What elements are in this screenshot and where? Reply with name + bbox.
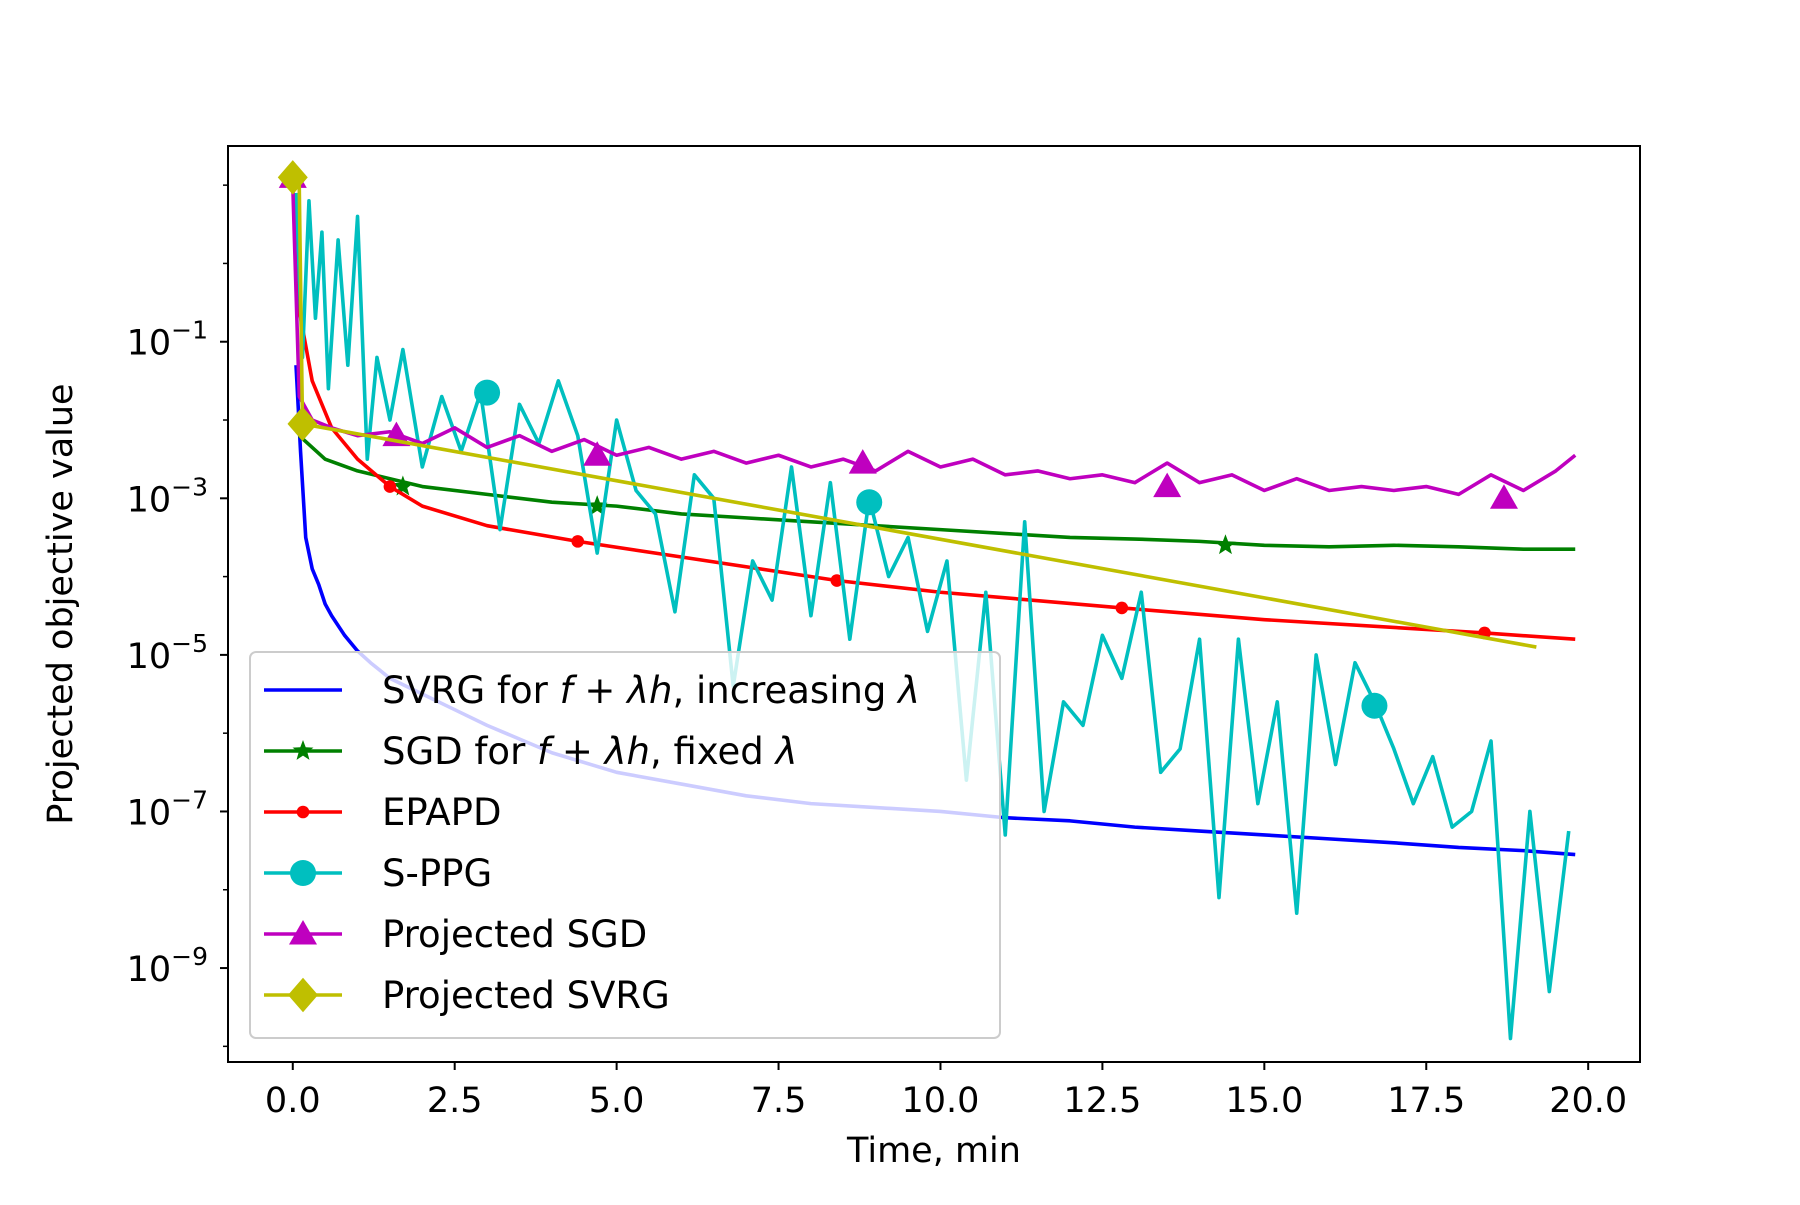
series-2 [294, 216, 1576, 642]
legend-marker-2 [296, 805, 310, 819]
series-3 [294, 192, 1571, 1041]
legend: SVRG for f + λh, increasing λ SGD for f +… [249, 651, 1001, 1039]
y-tick-label-1: 10−7 [127, 785, 208, 833]
legend-entry-1: SGD for f + λh, fixed λ [264, 730, 797, 773]
x-tick-label-1: 2.5 [427, 1081, 483, 1121]
legend-entry-5: Projected SVRG [264, 974, 670, 1017]
series-3-marker-2 [1361, 692, 1388, 719]
y-tick-label-2: 10−5 [127, 629, 208, 677]
legend-marker-1 [292, 740, 314, 760]
x-tick-label-0: 0.0 [265, 1081, 321, 1121]
legend-label-0: SVRG for f + λh, increasing λ [382, 669, 920, 712]
x-tick-label-8: 20.0 [1549, 1081, 1627, 1121]
series-line-2 [294, 216, 1576, 642]
legend-label-2: EPAPD [382, 791, 501, 834]
x-tick-label-6: 15.0 [1225, 1081, 1303, 1121]
series-5-marker-1 [287, 406, 318, 442]
series-5 [277, 160, 1537, 649]
legend-entry-3: S-PPG [264, 852, 492, 895]
axes-layer: 0.0 2.5 5.0 7.5 10.0 12.5 15.0 17.5 20.0 10−9 10−7… [127, 145, 1641, 1121]
series-1-marker-2 [1215, 534, 1236, 555]
legend-marker-4 [289, 920, 317, 945]
series-5-marker-0 [277, 160, 308, 195]
series-2-marker-0 [383, 480, 397, 493]
legend-entry-4: Projected SGD [264, 913, 647, 956]
series-3-marker-1 [856, 489, 883, 516]
y-tick-label-3: 10−3 [127, 472, 208, 520]
legend-label-4: Projected SGD [382, 913, 647, 956]
legend-label-3: S-PPG [382, 852, 492, 895]
series-layer [277, 160, 1577, 1041]
legend-entry-0: SVRG for f + λh, increasing λ [264, 669, 920, 712]
x-tick-label-5: 12.5 [1063, 1081, 1141, 1121]
y-tick-label-0: 10−9 [127, 942, 208, 990]
series-1-marker-1 [586, 495, 608, 516]
legend-entry-2: EPAPD [264, 791, 501, 834]
x-axis-label: Time, min [846, 1131, 1021, 1171]
legend-label-5: Projected SVRG [382, 974, 670, 1017]
x-tick-label-4: 10.0 [902, 1081, 980, 1121]
series-1-marker-0 [392, 475, 414, 496]
y-axis-label: Projected objective value [41, 383, 81, 824]
series-2-marker-3 [1115, 601, 1129, 615]
series-3-marker-0 [474, 379, 501, 406]
series-4-marker-5 [1489, 484, 1518, 509]
series-2-marker-2 [830, 574, 844, 587]
x-tick-label-7: 17.5 [1387, 1081, 1465, 1121]
legend-box [249, 651, 1001, 1039]
plot-frame [227, 145, 1641, 1063]
series-4-marker-2 [583, 441, 612, 466]
x-tick-label-2: 5.0 [589, 1081, 645, 1121]
legend-marker-5 [288, 977, 318, 1013]
y-tick-label-4: 10−1 [127, 316, 208, 364]
series-4-marker-3 [848, 449, 877, 474]
legend-marker-3 [290, 860, 316, 886]
x-tick-label-3: 7.5 [751, 1081, 807, 1121]
legend-label-1: SGD for f + λh, fixed λ [382, 730, 797, 773]
series-line-4 [290, 185, 1577, 497]
series-4-marker-4 [1153, 472, 1182, 498]
series-2-marker-1 [571, 535, 585, 548]
